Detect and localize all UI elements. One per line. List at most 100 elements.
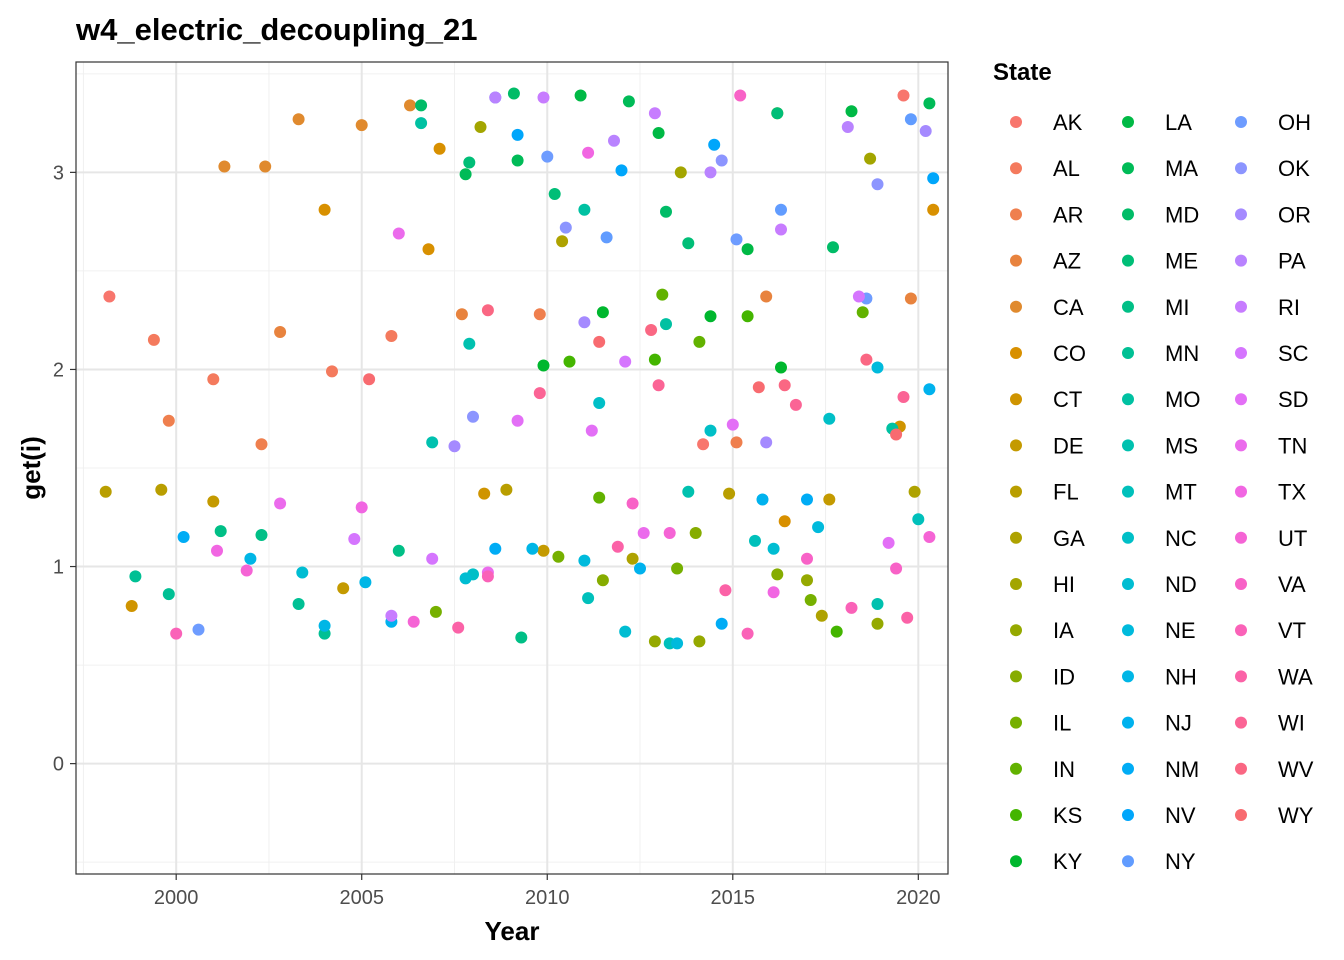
legend-key (1235, 254, 1247, 267)
plot-panel-border (75, 61, 949, 875)
legend-item-ny: NY (1122, 849, 1196, 874)
point-tx (211, 544, 223, 557)
point-nm (715, 617, 728, 630)
point-ks (648, 353, 661, 366)
point-sd (585, 424, 598, 437)
legend-key (1122, 809, 1134, 821)
point-mt (912, 513, 925, 526)
legend-key (1010, 208, 1022, 221)
point-la (845, 105, 858, 118)
legend-label: SC (1278, 341, 1309, 366)
legend-key (1010, 624, 1022, 637)
point-ga (556, 235, 569, 248)
legend-key (1122, 624, 1134, 637)
legend-item-md: MD (1122, 202, 1199, 227)
point-md (415, 99, 428, 112)
point-wv (778, 379, 791, 392)
point-mn (162, 588, 175, 601)
point-ak (697, 438, 710, 451)
legend-label: KY (1053, 849, 1083, 874)
legend-key (1010, 116, 1022, 128)
point-la (652, 127, 665, 139)
legend-item-nc: NC (1122, 526, 1197, 551)
grid-major (76, 62, 948, 874)
point-me (771, 107, 784, 120)
point-nm (801, 493, 813, 506)
point-ri (775, 223, 787, 236)
point-fl (723, 487, 736, 500)
legend-key (1235, 578, 1247, 590)
point-wi (897, 391, 910, 403)
point-nv (927, 172, 940, 185)
y-axis-title: get(i) (16, 436, 46, 500)
point-sd (882, 536, 895, 549)
legend-item-in: IN (1010, 757, 1075, 782)
legend-key (1235, 624, 1247, 637)
point-mi (392, 544, 405, 557)
legend-key (1010, 855, 1022, 868)
point-ut (923, 531, 936, 543)
legend-key (1235, 531, 1247, 544)
point-il (552, 550, 565, 563)
point-ia (693, 635, 706, 648)
point-sc (426, 552, 439, 565)
legend-label: AZ (1053, 249, 1081, 274)
legend-item-ky: KY (1010, 849, 1083, 874)
point-ky (596, 306, 609, 319)
legend-label: CO (1053, 341, 1086, 366)
point-md (507, 87, 520, 100)
legend-item-nd: ND (1122, 572, 1197, 597)
point-hi (674, 166, 687, 179)
point-ia (801, 574, 813, 587)
point-nm (489, 542, 502, 555)
point-ca (259, 160, 272, 173)
legend-key (1235, 393, 1247, 406)
legend-item-ut: UT (1235, 526, 1307, 551)
legend-label: SD (1278, 387, 1309, 412)
legend-item-nj: NJ (1122, 711, 1192, 736)
point-ny (600, 231, 613, 244)
legend-label: NE (1165, 618, 1196, 643)
legend-key (1235, 116, 1247, 128)
point-or (760, 436, 773, 449)
point-ia (648, 635, 661, 648)
legend-key (1122, 116, 1134, 128)
legend-item-ms: MS (1122, 433, 1198, 458)
point-pa (608, 134, 620, 147)
point-wv (645, 324, 658, 336)
point-ar (730, 436, 743, 449)
point-wi (533, 387, 546, 400)
grid-minor (76, 62, 948, 874)
point-ny (775, 203, 787, 216)
legend-item-ok: OK (1235, 156, 1310, 181)
y-axis: 0 1 2 3 (53, 162, 76, 776)
x-tick-label: 2015 (711, 887, 756, 909)
point-pa (704, 166, 717, 179)
legend-label: MO (1165, 387, 1200, 412)
point-nh (359, 576, 372, 589)
legend-key (1122, 578, 1134, 590)
legend-label: NH (1165, 664, 1197, 689)
legend-item-ak: AK (1010, 110, 1083, 135)
legend-label: UT (1278, 526, 1307, 551)
legend-item-nv: NV (1122, 803, 1196, 828)
legend-item-vt: VT (1235, 618, 1306, 643)
legend-key (1235, 762, 1247, 775)
point-me (682, 237, 695, 250)
point-al (147, 333, 160, 346)
point-wa (719, 584, 732, 597)
point-mo (660, 318, 672, 331)
legend-key (1235, 670, 1247, 683)
legend-label: MD (1165, 202, 1199, 227)
point-ut (407, 615, 420, 628)
legend-label: VT (1278, 618, 1306, 643)
point-ky (775, 361, 787, 374)
point-tx (582, 146, 595, 159)
point-ok (715, 154, 728, 167)
legend-key (1235, 208, 1247, 221)
legend-key (1010, 809, 1022, 821)
point-wy (752, 381, 765, 394)
legend-label: OR (1278, 202, 1311, 227)
legend: State AK AL AR AZ CA CO CT DE FL GA HI IA ID IL IN KS KY… (993, 59, 1314, 874)
legend-label: IN (1053, 757, 1075, 782)
